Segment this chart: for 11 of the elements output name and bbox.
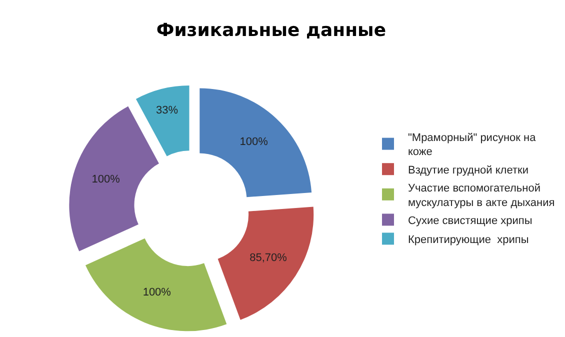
chart-title: Физикальные данные (156, 20, 386, 42)
data-label: 100% (240, 136, 268, 148)
legend-label: Крепитирующие хрипы (408, 234, 529, 246)
legend-label: Участие вспомогательной мускулатуры в акте дыхания (408, 182, 555, 209)
data-label: 85,70% (250, 252, 288, 264)
data-label: 100% (142, 286, 172, 298)
data-label: 33% (156, 104, 178, 116)
legend-label: Вздутие грудной клетки (408, 164, 528, 176)
data-label: 100% (92, 174, 120, 186)
legend-label: "Мраморный" рисунок на коже (408, 132, 537, 158)
legend-label: Сухие свистящие хрипы (408, 214, 532, 227)
